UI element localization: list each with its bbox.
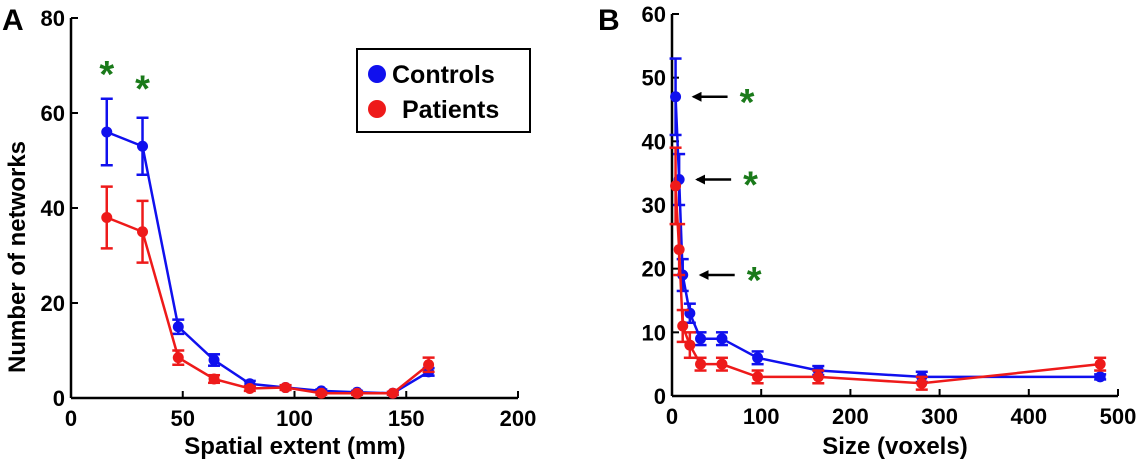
panel-a-y-tick-label: 80 [41, 6, 65, 31]
panel-a-series-patients-line [106, 216, 430, 395]
legend-marker-controls [368, 65, 386, 83]
panel-b-y-tick-label: 10 [642, 320, 666, 345]
panel-a-series-patients-point [137, 226, 149, 238]
panel-a-series-patients [100, 185, 435, 399]
panel-b-series-patients-point [716, 358, 728, 370]
panel-b-x-axis-label: Size (voxels) [822, 433, 967, 460]
panel-a-series-patients-point [387, 387, 399, 399]
panel-b-series-patients-line [674, 185, 1101, 385]
panel-b-annotations: * * * [691, 82, 762, 302]
panel-b-y-tick-label: 30 [642, 193, 666, 218]
panel-a-y-tick-label: 0 [53, 386, 65, 411]
panel-a-y-tick-label: 40 [41, 196, 65, 221]
legend-label-patients: Patients [402, 96, 499, 124]
panel-b-significance-star: * [743, 165, 758, 207]
panel-a-series-patients-point [351, 387, 363, 399]
panel-a-letter: A [2, 4, 24, 37]
panel-a-series-patients-point [101, 212, 113, 223]
panel-a-x-ticks: 0 50 100 150 200 [65, 391, 536, 431]
legend-box [356, 48, 531, 133]
panel-b-letter: B [598, 4, 620, 37]
panel-b-series-controls-point [1094, 371, 1106, 383]
panel-b-series-patients-point [1094, 358, 1106, 370]
panel-b-x-tick-label: 400 [1010, 404, 1047, 429]
panel-a-series [100, 97, 435, 399]
panel-b-y-tick-label: 40 [642, 129, 666, 154]
panel-b-series-controls-point [670, 91, 682, 103]
panel-b-significance-star: * [740, 82, 755, 124]
panel-a-x-axis-label: Spatial extent (mm) [184, 433, 405, 460]
panel-a-series-controls-line [106, 130, 430, 395]
legend-label-controls: Controls [392, 61, 495, 89]
panel-b-series-controls-point [752, 352, 764, 364]
legend-marker-patients [368, 100, 386, 118]
panel-b-x-tick-label: 200 [832, 404, 869, 429]
panel-a-y-tick-label: 20 [41, 291, 65, 316]
panel-b-x-tick-label: 0 [666, 404, 678, 429]
panel-b-y-tick-label: 60 [642, 2, 666, 27]
panel-b-x-tick-label: 500 [1100, 404, 1137, 429]
panel-b-series-patients-point [916, 377, 928, 389]
panel-a-x-tick-label: 200 [500, 406, 537, 431]
panel-a-x-tick-label: 150 [388, 406, 425, 431]
panel-a: A 0 20 40 60 80 0 50 100 150 200 Number of netwo… [2, 4, 536, 460]
panel-a-y-ticks: 0 20 40 60 80 [41, 6, 78, 411]
panel-b-series-controls-line [674, 96, 1101, 379]
panel-a-series-controls-point [137, 140, 149, 152]
panel-b-series-patients-point [677, 320, 689, 332]
panel-b: B 0 10 20 30 40 50 60 0 100 200 300 400 500 Size (v… [598, 2, 1136, 460]
panel-b-series-controls-point [716, 333, 728, 345]
panel-a-series-patients-point [244, 383, 256, 394]
panel-b-series-controls [669, 57, 1107, 384]
panel-a-x-tick-label: 50 [171, 406, 195, 431]
panel-b-series-patients-point [695, 358, 707, 370]
panel-b-series-patients-point [812, 371, 824, 383]
panel-b-series-patients-point [673, 244, 685, 256]
panel-a-series-patients-point [315, 387, 327, 399]
panel-b-series-patients-point [752, 371, 764, 383]
panel-a-x-tick-label: 100 [276, 406, 313, 431]
panel-a-series-controls [100, 97, 435, 399]
panel-b-y-tick-label: 20 [642, 257, 666, 282]
panel-a-series-controls-point [208, 354, 220, 366]
panel-b-series-patients-point [684, 339, 696, 351]
panel-b-y-tick-label: 0 [654, 384, 666, 409]
panel-a-series-patients-point [280, 382, 292, 394]
panel-a-series-controls-point [101, 126, 113, 138]
panel-a-series-patients-point [423, 359, 435, 371]
legend: Controls Patients [356, 48, 531, 133]
panel-b-x-tick-label: 100 [743, 404, 780, 429]
panel-b-x-ticks: 0 100 200 300 400 500 [666, 389, 1136, 429]
panel-a-series-patients-point [172, 352, 184, 364]
panel-b-series-controls-point [695, 333, 707, 345]
panel-a-series-controls-point [172, 321, 184, 333]
panel-a-significance-star: * [135, 68, 150, 110]
panel-a-series-patients-point [208, 373, 220, 385]
panel-a-y-tick-label: 60 [41, 101, 65, 126]
panel-b-significance-star: * [747, 260, 762, 302]
panel-a-significance-star: * [99, 54, 114, 96]
panel-a-x-tick-label: 0 [65, 406, 77, 431]
panel-b-series [669, 57, 1107, 391]
panel-a-y-axis-label: Number of networks [4, 141, 31, 373]
panel-a-annotations: * * [99, 54, 150, 110]
panel-b-x-tick-label: 300 [921, 404, 958, 429]
panel-b-y-tick-label: 50 [642, 66, 666, 91]
panel-b-axes [670, 14, 1118, 398]
panel-b-y-ticks: 0 10 20 30 40 50 60 [642, 2, 679, 409]
panel-b-series-patients [669, 146, 1107, 391]
panel-b-series-patients-point [670, 180, 682, 192]
